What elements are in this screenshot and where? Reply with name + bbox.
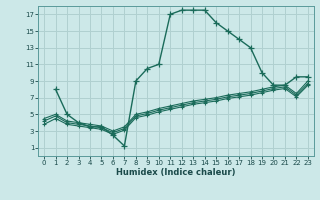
X-axis label: Humidex (Indice chaleur): Humidex (Indice chaleur) (116, 168, 236, 177)
